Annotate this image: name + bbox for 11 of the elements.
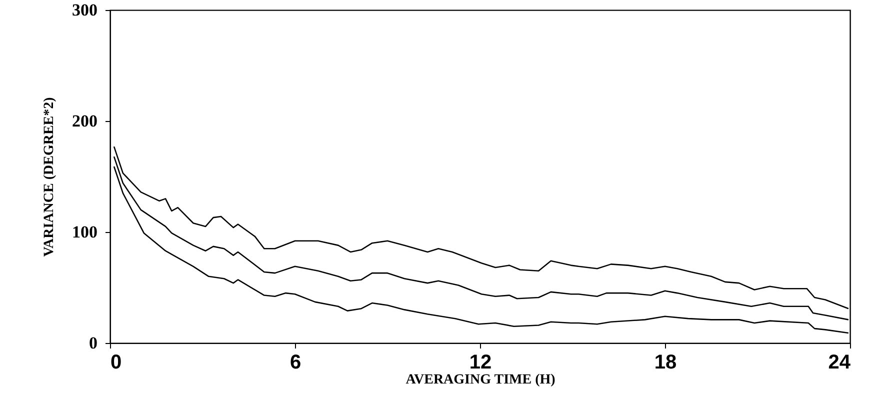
x-tick-label: 24 xyxy=(828,352,852,374)
y-tick-label: 200 xyxy=(72,112,98,130)
y-axis-title: VARIANCE (DEGREE*2) xyxy=(42,96,57,257)
x-axis-title: AVERAGING TIME (H) xyxy=(406,372,556,388)
y-tick-label: 100 xyxy=(72,222,98,242)
x-tick-label: 18 xyxy=(654,352,677,374)
y-tick-label: 0 xyxy=(89,334,98,352)
x-tick-label: 12 xyxy=(469,352,492,374)
y-tick-label: 300 xyxy=(72,0,98,20)
x-tick-label: 0 xyxy=(110,352,122,374)
x-tick-label: 6 xyxy=(290,352,302,374)
